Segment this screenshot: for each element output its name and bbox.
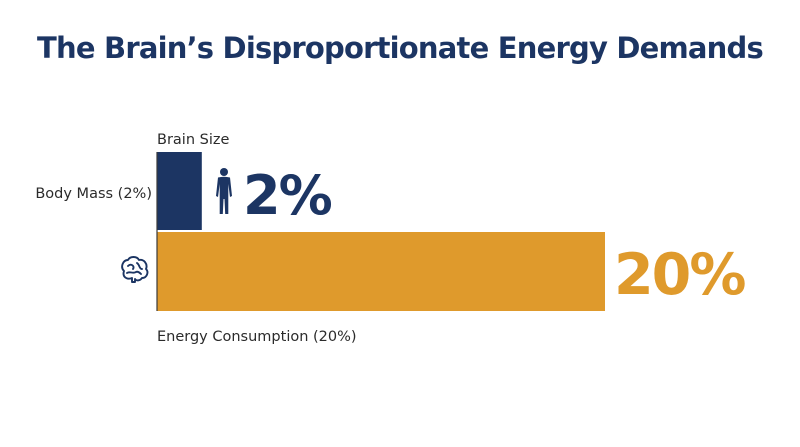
brain-size-label: Brain Size <box>157 132 229 148</box>
value-label-energy: 20% <box>614 242 745 308</box>
brain-icon <box>121 256 149 283</box>
bar-energy-consumption <box>157 232 605 311</box>
value-label-brain-size: 2% <box>243 164 332 227</box>
bar-brain-size <box>157 152 202 230</box>
energy-consumption-label: Energy Consumption (20%) <box>157 329 357 345</box>
human-figure-icon <box>216 168 232 214</box>
body-mass-label: Body Mass (2%) <box>35 186 152 202</box>
chart-title: The Brain’s Disproportionate Energy Dema… <box>37 31 763 65</box>
